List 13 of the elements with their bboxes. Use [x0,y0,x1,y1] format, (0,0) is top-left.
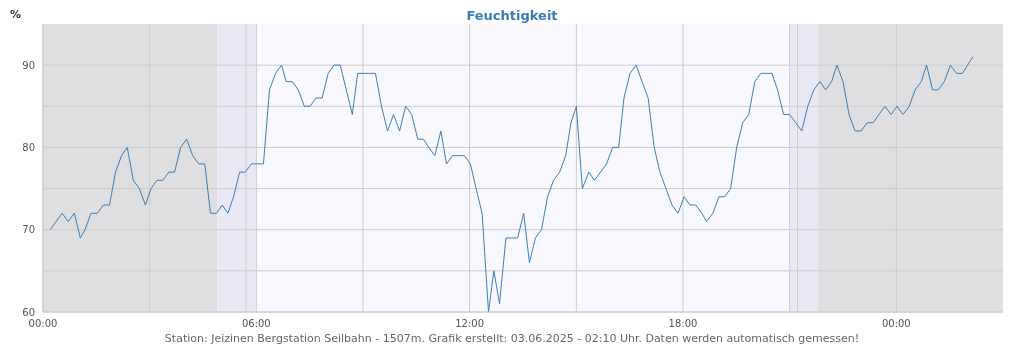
y-tick-label: 80 [22,141,35,153]
chart-title: Feuchtigkeit [466,8,558,23]
y-tick-label: 90 [22,59,35,71]
x-tick-label: 12:00 [455,318,485,330]
x-tick-label: 00:00 [881,318,911,330]
x-tick-label: 18:00 [668,318,698,330]
y-tick-label: 70 [22,224,35,236]
text: Station: Jeizinen Bergstation Seilbahn - 1507m. Grafik erstellt: 03.06.2025 - 02:10 Uhr. Daten werden automatisch gemessen! [163,332,861,345]
line-series [49,56,974,312]
x-tick-label: 00:00 [28,318,58,330]
y-tick-label: 60 [22,306,35,318]
x-tick-label: 06:00 [241,318,271,330]
y-axis-title: % [10,8,22,21]
